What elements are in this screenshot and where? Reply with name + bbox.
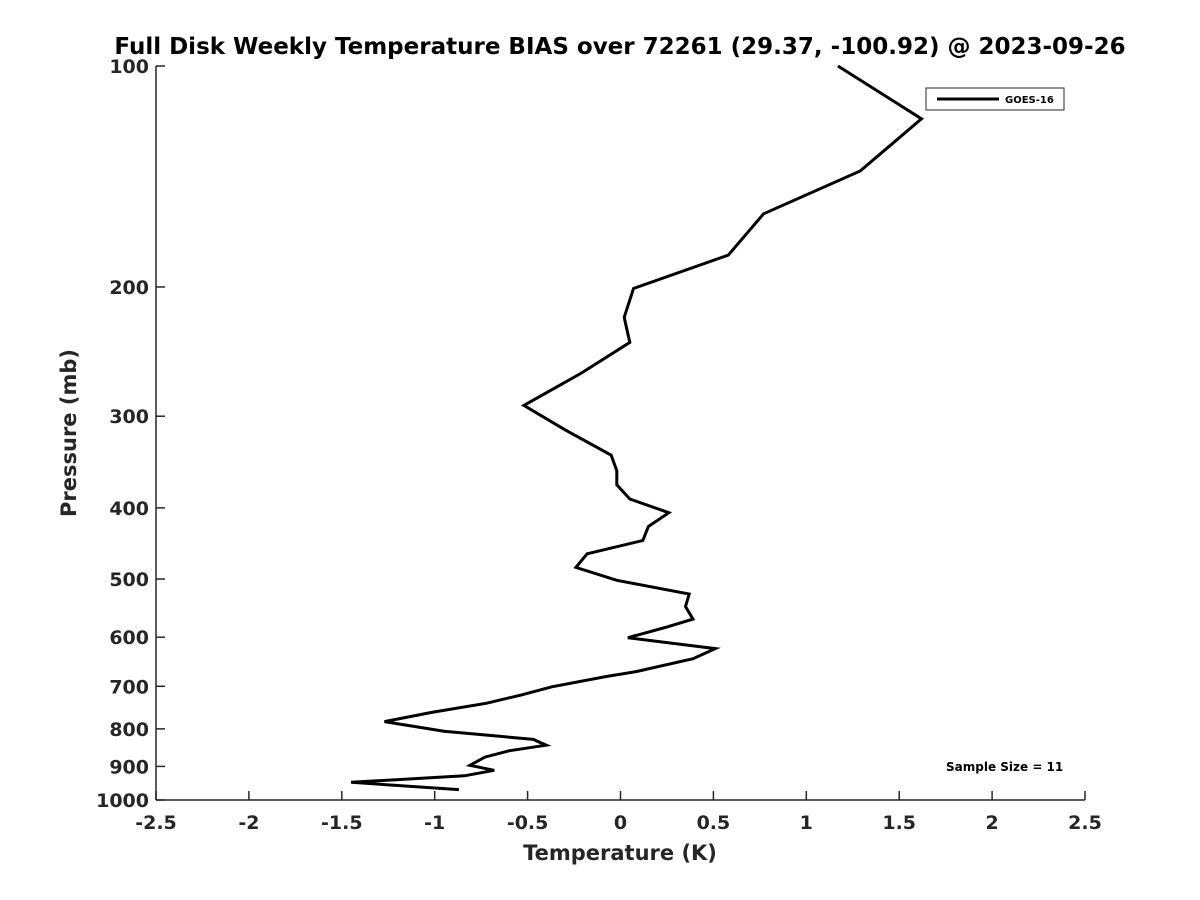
x-tick-label: -2.5 — [135, 812, 177, 834]
x-tick-label: -2 — [238, 812, 259, 834]
x-tick-label: 0 — [614, 812, 627, 834]
y-ticks: 100 200 300 400 500 600 700 800 900 1000 — [96, 56, 165, 812]
sample-size-annotation: Sample Size = 11 — [946, 760, 1063, 774]
plot-area: -2.5 -2 -1.5 -1 -0.5 0 0.5 1 1.5 2 2.5 100 200 300 40… — [96, 56, 1102, 834]
chart-title: Full Disk Weekly Temperature BIAS over 7… — [114, 34, 1125, 60]
y-tick-label: 1000 — [96, 790, 149, 812]
x-axis-label: Temperature (K) — [523, 841, 717, 865]
x-tick-label: 2.5 — [1068, 812, 1102, 834]
y-tick-label: 500 — [109, 569, 149, 591]
y-tick-label: 600 — [109, 627, 149, 649]
y-tick-label: 300 — [109, 406, 149, 428]
x-tick-label: 1.5 — [882, 812, 916, 834]
legend-label-goes-16: GOES-16 — [1005, 95, 1054, 106]
x-tick-label: -1 — [424, 812, 445, 834]
series-line-goes-16 — [350, 64, 925, 792]
x-tick-label: 0.5 — [697, 812, 731, 834]
y-tick-label: 100 — [109, 56, 149, 78]
legend: GOES-16 — [925, 87, 1065, 111]
x-tick-label: 2 — [985, 812, 998, 834]
x-ticks: -2.5 -2 -1.5 -1 -0.5 0 0.5 1 1.5 2 2.5 — [135, 791, 1102, 834]
y-tick-label: 200 — [109, 277, 149, 299]
x-tick-label: -1.5 — [321, 812, 363, 834]
y-tick-label: 800 — [109, 719, 149, 741]
y-tick-label: 900 — [109, 756, 149, 778]
x-tick-label: -0.5 — [507, 812, 549, 834]
y-tick-label: 700 — [109, 676, 149, 698]
y-tick-label: 400 — [109, 498, 149, 520]
y-axis-label: Pressure (mb) — [57, 349, 81, 517]
x-tick-label: 1 — [800, 812, 813, 834]
